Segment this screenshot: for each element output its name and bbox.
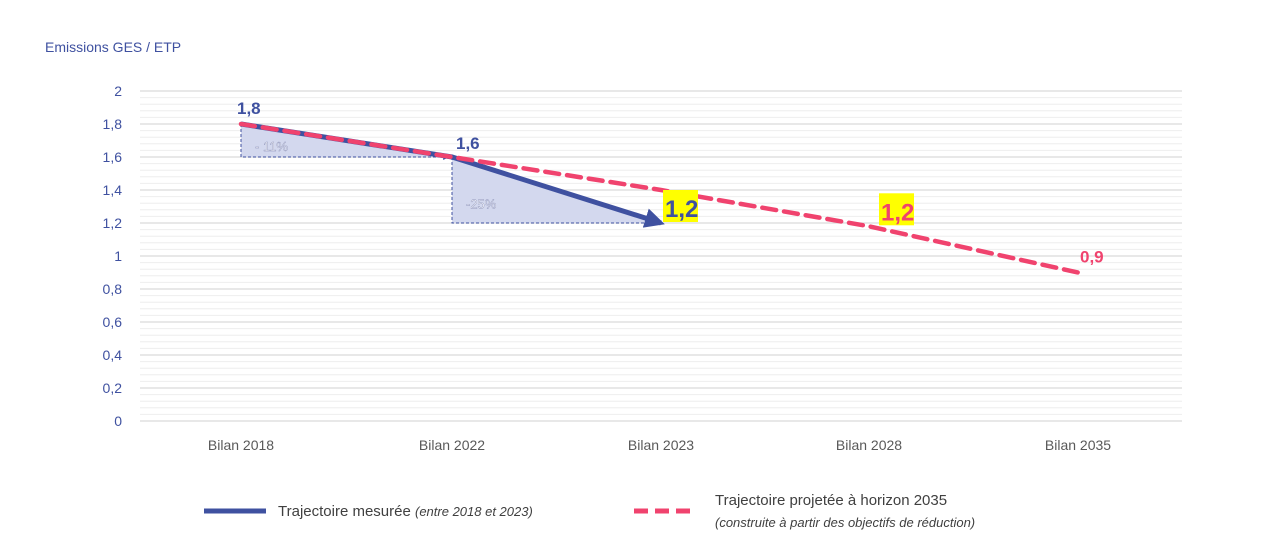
reduction-bracket xyxy=(240,124,450,160)
data-label: 1,8 xyxy=(237,99,261,118)
y-tick-label: 2 xyxy=(114,83,122,99)
legend-note-projected: (construite à partir des objectifs de ré… xyxy=(715,515,975,530)
y-tick-label: 1,6 xyxy=(103,149,123,165)
y-tick-label: 0,8 xyxy=(103,281,123,297)
y-tick-label: 0,4 xyxy=(103,347,123,363)
y-tick-label: 1,2 xyxy=(103,215,123,231)
y-tick-label: 1,8 xyxy=(103,116,123,132)
reduction-label: -25% xyxy=(466,197,497,212)
y-axis-label: Emissions GES / ETP xyxy=(45,39,181,55)
y-tick-label: 0 xyxy=(114,413,122,429)
x-tick-label: Bilan 2018 xyxy=(208,437,274,453)
x-tick-label: Bilan 2022 xyxy=(419,437,485,453)
y-tick-label: 1,4 xyxy=(103,182,123,198)
x-tick-label: Bilan 2028 xyxy=(836,437,902,453)
data-label: 1,6 xyxy=(456,134,480,153)
x-tick-label: Bilan 2035 xyxy=(1045,437,1111,453)
legend-label-measured: Trajectoire mesurée (entre 2018 et 2023) xyxy=(278,503,533,520)
x-tick-label: Bilan 2023 xyxy=(628,437,694,453)
data-label: 0,9 xyxy=(1080,248,1104,267)
series-line-projected xyxy=(238,121,1081,275)
y-tick-label: 0,6 xyxy=(103,314,123,330)
legend-label-projected: Trajectoire projetée à horizon 2035 xyxy=(715,492,947,509)
reduction-label: - 11% xyxy=(255,139,288,154)
reduction-bracket xyxy=(451,157,659,226)
label-highlight xyxy=(879,193,914,226)
label-highlight xyxy=(663,190,698,222)
y-tick-label: 1 xyxy=(114,248,122,264)
y-tick-label: 0,2 xyxy=(103,380,123,396)
data-label: 1,2 xyxy=(665,196,698,223)
data-label: 1,2 xyxy=(881,199,914,226)
